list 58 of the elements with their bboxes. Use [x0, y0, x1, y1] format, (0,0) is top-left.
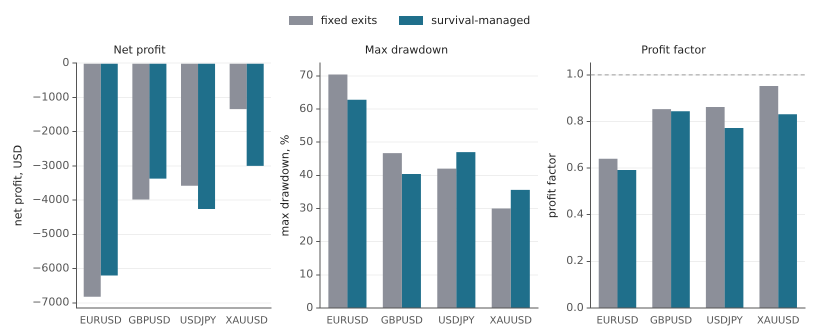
- y-tick-label: −7000: [32, 296, 70, 309]
- x-tick-label: GBPUSD: [128, 316, 171, 327]
- y-tick-label: 30: [299, 201, 314, 214]
- bar: [617, 170, 636, 308]
- x-tick-label: EURUSD: [326, 316, 369, 327]
- y-axis-title: max drawdown, %: [278, 134, 292, 237]
- y-tick-label: 0.0: [566, 300, 584, 314]
- y-tick-label: −1000: [32, 90, 70, 104]
- bar: [402, 174, 421, 308]
- y-axis-title: net profit, USD: [11, 144, 24, 226]
- bar: [671, 111, 690, 308]
- legend-label: survival-managed: [431, 14, 530, 26]
- x-tick-label: USDJPY: [706, 316, 744, 327]
- y-tick-label: −3000: [32, 158, 70, 172]
- x-tick-label: GBPUSD: [380, 316, 424, 327]
- x-tick-label: EURUSD: [596, 316, 639, 327]
- legend-label: fixed exits: [320, 14, 378, 26]
- y-tick-label: 0.8: [566, 114, 584, 128]
- bar: [778, 114, 797, 308]
- bar: [724, 128, 744, 308]
- x-tick-label: XAUUSD: [225, 316, 268, 327]
- bar: [492, 208, 511, 308]
- y-tick-label: 70: [299, 68, 314, 82]
- y-tick-label: 0: [62, 56, 70, 70]
- bar: [456, 152, 476, 308]
- bar: [652, 109, 672, 308]
- y-tick-label: −6000: [32, 261, 70, 274]
- y-tick-label: 0: [306, 300, 314, 314]
- bar: [328, 74, 348, 308]
- y-tick-label: 0.4: [566, 208, 584, 221]
- chart-title: Net profit: [113, 43, 166, 56]
- y-tick-label: −4000: [32, 193, 70, 206]
- bar: [437, 168, 456, 308]
- x-tick-label: XAUUSD: [757, 316, 800, 327]
- x-tick-label: XAUUSD: [490, 316, 532, 327]
- chart-title: Profit factor: [641, 43, 706, 56]
- y-tick-label: 0.2: [566, 254, 584, 268]
- x-tick-label: USDJPY: [180, 316, 218, 327]
- x-tick-label: GBPUSD: [650, 316, 692, 327]
- bar: [382, 153, 402, 308]
- y-tick-label: 40: [299, 168, 314, 182]
- y-tick-label: 0.6: [566, 160, 584, 174]
- y-tick-label: 60: [299, 102, 314, 115]
- y-tick-label: −2000: [32, 124, 70, 138]
- bar: [706, 107, 725, 308]
- chart-title: Max drawdown: [364, 43, 448, 56]
- bar: [510, 190, 530, 308]
- y-tick-label: 10: [299, 268, 314, 281]
- y-tick-label: 50: [299, 135, 314, 148]
- y-axis-title: profit factor: [545, 152, 558, 218]
- y-tick-label: −5000: [32, 227, 70, 240]
- bar: [759, 86, 778, 308]
- y-tick-label: 1.0: [566, 68, 584, 81]
- bar: [347, 100, 366, 308]
- x-tick-label: USDJPY: [438, 316, 476, 327]
- x-tick-label: EURUSD: [80, 316, 122, 327]
- y-tick-label: 20: [299, 234, 314, 248]
- bar: [598, 158, 618, 308]
